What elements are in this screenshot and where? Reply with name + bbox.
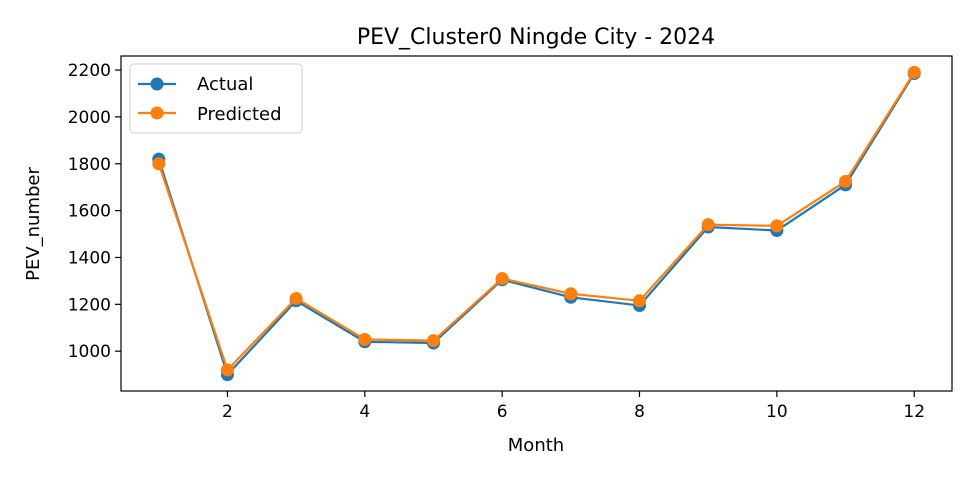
x-tick-label: 12 [903,402,925,422]
x-tick-label: 2 [222,402,233,422]
legend-label-predicted: Predicted [197,104,282,125]
legend: Actual Predicted [129,63,303,134]
data-point-predicted [220,363,234,377]
x-tick-label: 4 [359,402,370,422]
y-tick-label: 1800 [68,155,111,175]
y-tick-label: 1000 [68,342,111,362]
series-layer [152,65,921,382]
data-point-predicted [495,272,509,286]
data-point-predicted [701,218,715,232]
legend-marker-actual [150,77,164,91]
series-line-actual [157,72,916,376]
data-point-predicted [907,65,921,79]
data-point-predicted [358,332,372,346]
x-tick-label: 10 [766,402,788,422]
plot-frame [120,55,953,392]
data-point-predicted [633,294,647,308]
x-tick-label: 8 [634,402,645,422]
y-tick-label: 2200 [68,61,111,81]
legend-label-actual: Actual [197,74,253,95]
y-tick-label: 1400 [68,248,111,268]
data-point-predicted [426,334,440,348]
ticks-layer: 2 4 6 8 10 12 1000 1200 1400 1600 1800 2000 2200 [68,61,925,422]
data-point-predicted [564,287,578,301]
series-line-predicted [157,71,916,372]
chart-title: PEV_Cluster0 Ningde City - 2024 [357,25,715,50]
data-point-predicted [770,219,784,233]
data-point-predicted [152,157,166,171]
legend-marker-predicted [150,106,164,120]
data-point-predicted [289,291,303,305]
y-tick-label: 1200 [68,295,111,315]
x-tick-label: 6 [497,402,508,422]
data-point-predicted [839,174,853,188]
y-axis-label: PEV_number [23,167,44,281]
y-tick-label: 2000 [68,108,111,128]
y-tick-label: 1600 [68,202,111,222]
legend-box [129,63,303,134]
x-axis-label: Month [508,435,564,456]
